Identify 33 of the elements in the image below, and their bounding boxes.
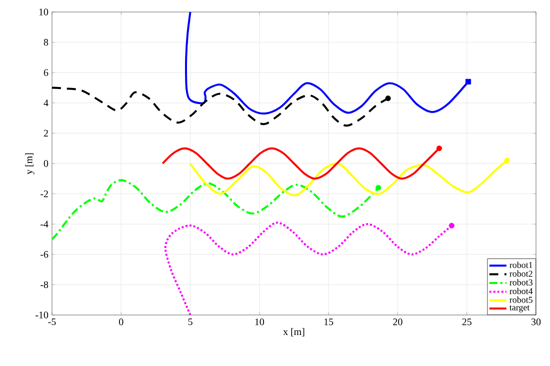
point xyxy=(504,158,510,164)
x-tick-label: 0 xyxy=(119,318,124,326)
legend-label: robot5 xyxy=(510,296,532,303)
x-axis-title: x [m] xyxy=(283,328,304,336)
point xyxy=(376,184,382,191)
point xyxy=(465,78,472,84)
y-tick-label: -6 xyxy=(40,251,48,258)
point xyxy=(448,222,454,228)
y-tick-label: 2 xyxy=(44,130,48,136)
y-tick-label: -10 xyxy=(36,312,48,318)
point xyxy=(436,146,442,152)
x-tick-label: 15 xyxy=(324,318,334,326)
y-axis-title: y [m] xyxy=(25,153,34,174)
point xyxy=(385,96,391,102)
x-tick-label: 20 xyxy=(393,318,402,326)
y-tick-label: 4 xyxy=(44,100,48,106)
legend-label: robot4 xyxy=(510,288,533,294)
legend-label: robot3 xyxy=(510,279,532,286)
x-tick-label: 25 xyxy=(462,318,472,326)
x-tick-label: 5 xyxy=(188,318,192,326)
legend-label: robot2 xyxy=(510,270,532,277)
x-tick-label: 10 xyxy=(255,318,264,326)
x-tick-label: -5 xyxy=(48,318,56,326)
x-tick-label: 30 xyxy=(532,318,541,326)
y-tick-label: -2 xyxy=(40,190,48,198)
y-tick-label: 0 xyxy=(44,160,48,167)
y-tick-label: 10 xyxy=(39,8,48,16)
y-tick-label: 8 xyxy=(44,38,48,46)
y-tick-label: -8 xyxy=(40,281,48,288)
legend-label: robot1 xyxy=(510,262,532,268)
y-tick-label: 6 xyxy=(44,69,48,76)
legend-label: target xyxy=(510,305,530,312)
y-tick-label: -4 xyxy=(40,220,48,228)
